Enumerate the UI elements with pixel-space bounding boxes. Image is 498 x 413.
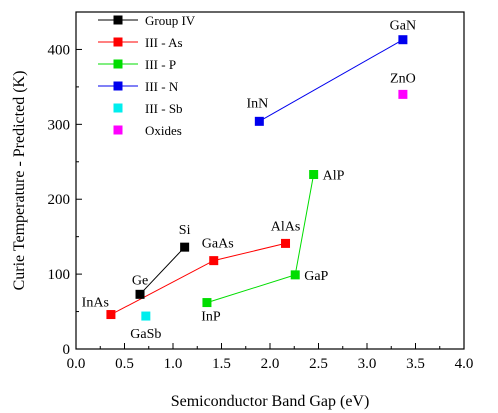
y-tick-label: 100 [48, 267, 71, 283]
plot-frame [75, 11, 465, 350]
x-tick-label: 0.5 [115, 356, 134, 372]
point-label: GaP [304, 269, 328, 284]
data-point [254, 116, 264, 126]
legend-marker [113, 81, 123, 91]
point-label: InAs [82, 296, 109, 311]
point-label: ZnO [390, 71, 416, 86]
series-line [139, 246, 185, 295]
x-tick-label: 2.5 [309, 356, 328, 372]
x-tick-label: 3.5 [406, 356, 425, 372]
point-label: InP [201, 310, 221, 325]
data-point [180, 242, 190, 252]
point-labels: Ge Si InAs GaAs AlAs InP GaP AlP InN GaN GaSb ZnO [82, 19, 416, 342]
y-tick-label: 0 [63, 342, 71, 358]
data-point [135, 289, 145, 299]
data-point [309, 170, 319, 180]
point-label: Ge [132, 273, 148, 288]
y-tick-label: 300 [48, 117, 71, 133]
legend-label: Group IV [145, 13, 196, 28]
y-tick-label: 200 [48, 192, 71, 208]
legend-label: III - Sb [145, 101, 183, 116]
legend-label: III - P [145, 57, 176, 72]
legend-marker [113, 59, 123, 69]
data-point [398, 35, 408, 45]
point-label: GaN [390, 19, 416, 34]
data-points [106, 35, 408, 321]
y-tick-label: 400 [48, 42, 71, 58]
data-point [106, 310, 116, 320]
point-label: GaAs [202, 237, 234, 252]
point-label: AlAs [271, 219, 301, 234]
x-tick-label: 4.0 [455, 356, 474, 372]
point-label: Si [179, 223, 191, 238]
x-tick-label: 1.5 [212, 356, 231, 372]
x-axis-label: Semiconductor Band Gap (eV) [171, 393, 370, 410]
data-point [281, 238, 291, 248]
x-tick-label: 0.0 [67, 356, 86, 372]
legend-marker [113, 15, 123, 25]
point-label: InN [246, 96, 268, 111]
legend: Group IV III - As III - P III - N III - Sb Ox… [98, 13, 196, 138]
x-tick-label: 2.0 [261, 356, 280, 372]
data-point [202, 298, 212, 308]
data-point [290, 270, 300, 280]
x-tick-label: 1.0 [164, 356, 183, 372]
data-point [398, 89, 408, 99]
legend-label: Oxides [145, 123, 182, 138]
x-tick-label: 3.0 [358, 356, 377, 372]
legend-label: III - N [145, 79, 179, 94]
legend-marker [113, 125, 123, 135]
point-label: GaSb [130, 327, 161, 342]
series-line [259, 39, 404, 122]
legend-marker [113, 37, 123, 47]
point-label: AlP [323, 169, 345, 184]
data-point [141, 311, 151, 321]
legend-label: III - As [145, 35, 183, 50]
legend-marker [113, 103, 123, 113]
axes: 0.0 0.5 1.0 1.5 2.0 2.5 3.0 3.5 4.0 0 100 200 300 400 [48, 11, 474, 372]
data-point [209, 256, 219, 266]
y-axis-label: Curie Temperature - Predicted (K) [11, 71, 28, 291]
